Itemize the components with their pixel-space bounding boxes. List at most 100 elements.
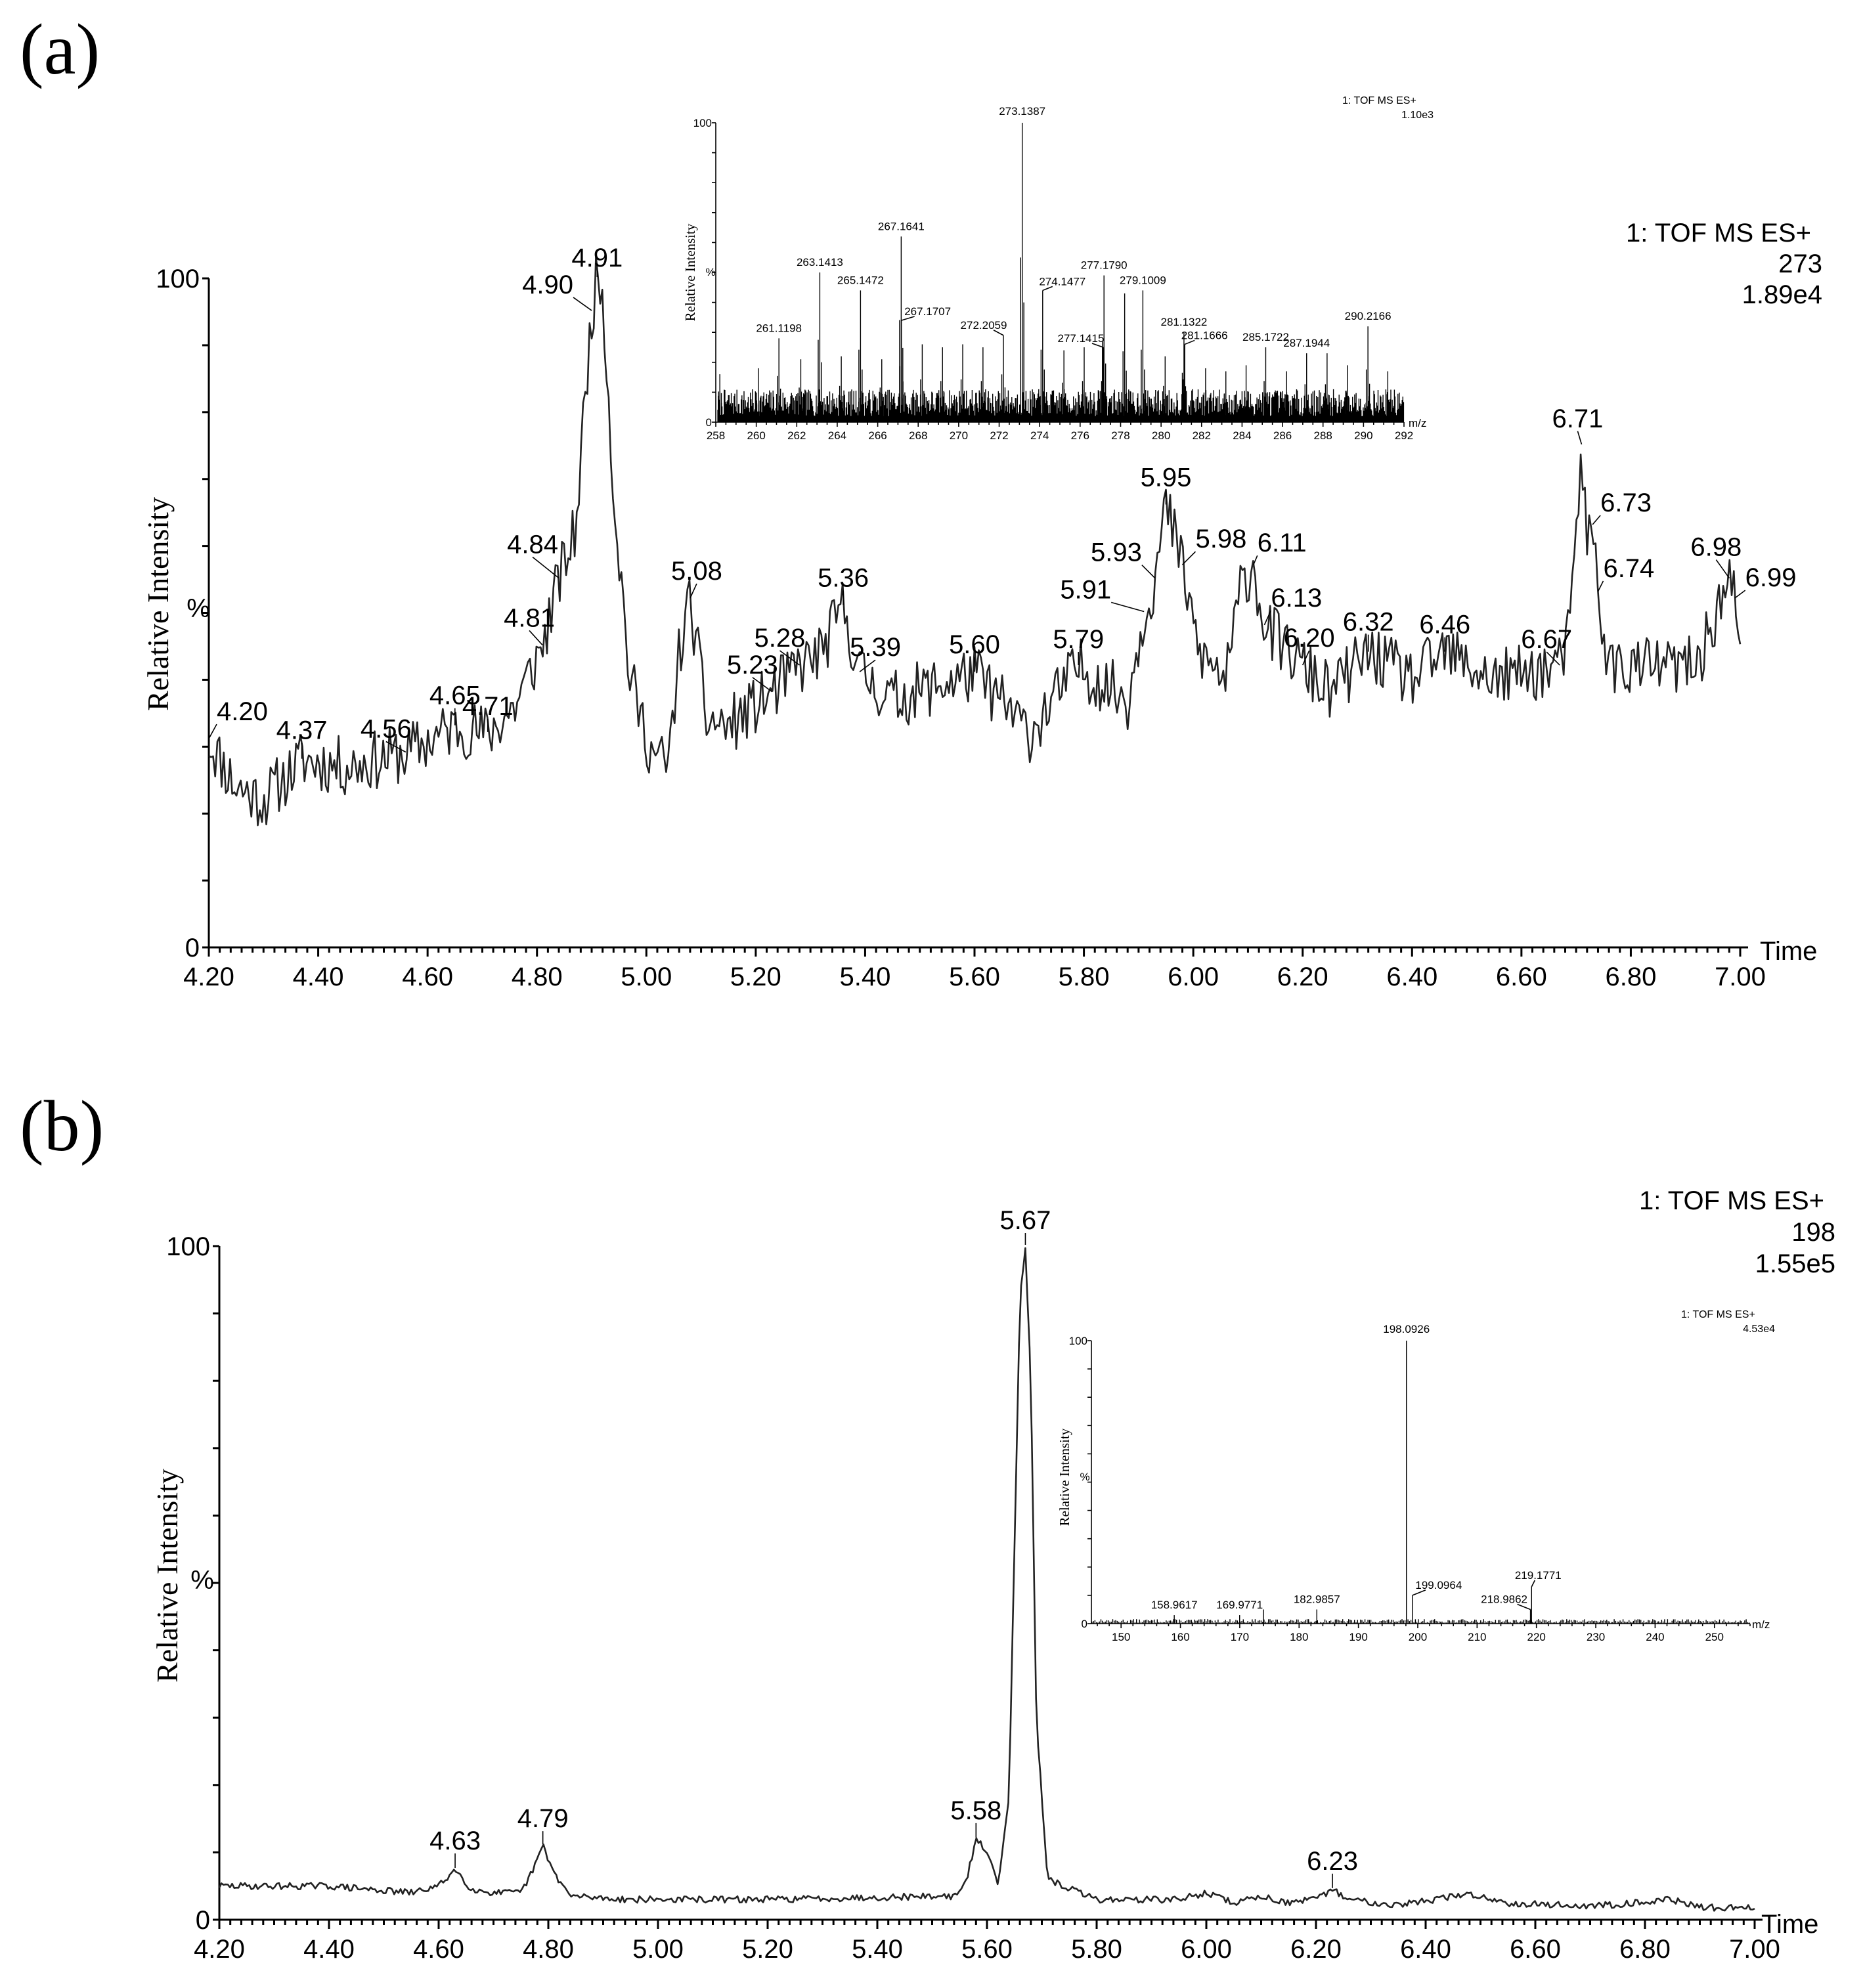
inset-label-leader — [901, 316, 915, 321]
inset-x-tick-label: 282 — [1193, 429, 1211, 442]
x-tick-label: 6.60 — [1510, 1935, 1561, 1964]
inset-peak-label: 219.1771 — [1515, 1569, 1562, 1582]
peak-leader-line — [1110, 601, 1145, 613]
x-tick-label: 5.60 — [949, 962, 1000, 991]
inset-peak-label: 182.9857 — [1294, 1593, 1340, 1605]
peak-leader-line — [1577, 431, 1583, 444]
inset-b-y-title: Relative Intensity — [1057, 1428, 1072, 1526]
inset-x-tick-label: 180 — [1290, 1631, 1308, 1643]
peak-label: 6.32 — [1343, 608, 1394, 637]
inset-x-tick-label: 288 — [1314, 429, 1332, 442]
peak-label: 5.23 — [727, 651, 778, 680]
peak-label: 5.98 — [1195, 525, 1246, 553]
inset-a-y-unit: % — [705, 266, 715, 278]
inset-x-tick-label: 280 — [1152, 429, 1170, 442]
header-line-b-3: 1.55e5 — [1755, 1249, 1835, 1278]
inset-label-leader — [1042, 286, 1053, 292]
x-tick-label: 5.80 — [1059, 962, 1110, 991]
x-tick-label: 6.80 — [1619, 1935, 1671, 1964]
x-tick-label: 6.40 — [1400, 1935, 1451, 1964]
inset-peak-label: 281.1666 — [1181, 329, 1228, 341]
x-tick-label: 4.60 — [402, 962, 453, 991]
x-tick-label: 5.00 — [621, 962, 672, 991]
inset-x-tick-label: 260 — [747, 429, 765, 442]
peak-label: 6.74 — [1603, 554, 1654, 583]
inset-x-tick-label: 278 — [1111, 429, 1129, 442]
inset-x-tick-label: 160 — [1171, 1631, 1189, 1643]
peak-label: 4.90 — [522, 270, 573, 299]
peak-label: 6.67 — [1521, 625, 1572, 654]
inset-a-header-1: 1: TOF MS ES+ — [1342, 95, 1416, 106]
peak-leader-line — [1263, 610, 1272, 626]
peak-label: 5.08 — [671, 557, 722, 586]
inset-x-tick-label: 272 — [990, 429, 1008, 442]
peak-leader-line — [690, 583, 697, 599]
peak-label: 4.63 — [429, 1826, 481, 1855]
inset-b-header-1: 1: TOF MS ES+ — [1681, 1309, 1755, 1320]
peak-label: 6.98 — [1690, 533, 1742, 562]
x-tick-label: 4.20 — [194, 1935, 245, 1964]
x-tick-label: 5.00 — [632, 1935, 684, 1964]
peak-label: 6.11 — [1258, 529, 1307, 557]
x-tick-label: 7.00 — [1729, 1935, 1780, 1964]
inset-peak-label: 267.1641 — [878, 220, 925, 232]
inset-x-tick-label: 230 — [1587, 1631, 1605, 1643]
inset-b-header-2: 4.53e4 — [1743, 1324, 1775, 1335]
inset-x-tick-label: 274 — [1030, 429, 1049, 442]
x-tick-label: 4.80 — [512, 962, 563, 991]
peak-label: 4.71 — [462, 692, 514, 721]
inset-x-tick-label: 262 — [787, 429, 806, 442]
peak-label: 4.84 — [507, 530, 558, 559]
chromatogram-trace-0 — [208, 255, 1742, 827]
x-tick-label: 7.00 — [1715, 962, 1766, 991]
peak-label: 5.93 — [1091, 538, 1142, 567]
y-tick-label: 100 — [166, 1232, 210, 1261]
panel-label-b: (b) — [20, 1086, 104, 1166]
y-tick-label: 0 — [196, 1906, 210, 1935]
peak-leader-line — [1715, 559, 1730, 579]
inset-x-tick-label: 284 — [1233, 429, 1251, 442]
inset-x-tick-label: 210 — [1468, 1631, 1486, 1643]
y-tick-label: 0 — [185, 934, 200, 962]
x-tick-label: 6.00 — [1168, 962, 1219, 991]
y-axis-unit-a: % — [186, 594, 210, 623]
inset-peak-label: 261.1198 — [756, 322, 802, 334]
inset-y-tick-label: 100 — [1069, 1335, 1087, 1347]
inset-peak-label: 281.1322 — [1160, 316, 1207, 328]
x-tick-label: 6.20 — [1290, 1935, 1342, 1964]
peak-leader-line — [385, 741, 406, 753]
peak-leader-line — [529, 630, 543, 645]
peak-label: 4.65 — [429, 681, 481, 710]
peak-leader-line — [1592, 515, 1601, 525]
inset-x-tick-label: 220 — [1527, 1631, 1546, 1643]
x-tick-label: 6.20 — [1277, 962, 1328, 991]
x-tick-label: 6.40 — [1386, 962, 1437, 991]
inset-peak-label: 277.1415 — [1058, 332, 1105, 345]
inset-peak-label: 265.1472 — [837, 274, 884, 286]
peak-label: 5.58 — [950, 1796, 1001, 1825]
inset-label-leader — [993, 330, 1004, 336]
inset-x-tick-label: 150 — [1112, 1631, 1130, 1643]
peak-label: 5.36 — [818, 563, 869, 592]
peak-label: 5.60 — [949, 630, 1000, 659]
inset-noise-trace — [717, 389, 1405, 422]
inset-x-tick-label: 292 — [1395, 429, 1413, 442]
x-tick-label: 5.20 — [730, 962, 781, 991]
header-line-a-2: 273 — [1778, 249, 1822, 278]
x-axis-title-b: Time — [1761, 1910, 1818, 1939]
inset-b-x-title: m/z — [1752, 1618, 1770, 1631]
inset-y-tick-label: 100 — [693, 117, 712, 129]
inset-peak-label: 279.1009 — [1120, 274, 1166, 286]
inset-x-tick-label: 258 — [707, 429, 725, 442]
header-line-b-1: 1: TOF MS ES+ — [1639, 1186, 1824, 1215]
peak-label: 4.56 — [361, 714, 412, 743]
peak-label: 4.91 — [571, 244, 623, 272]
inset-x-tick-label: 270 — [950, 429, 968, 442]
inset-x-tick-label: 276 — [1071, 429, 1089, 442]
inset-peak-label: 158.9617 — [1151, 1599, 1198, 1611]
peak-leader-line — [1253, 555, 1258, 565]
inset-x-tick-label: 190 — [1349, 1631, 1367, 1643]
inset-peak-label: 287.1944 — [1283, 337, 1330, 349]
peak-label: 5.39 — [850, 633, 901, 662]
